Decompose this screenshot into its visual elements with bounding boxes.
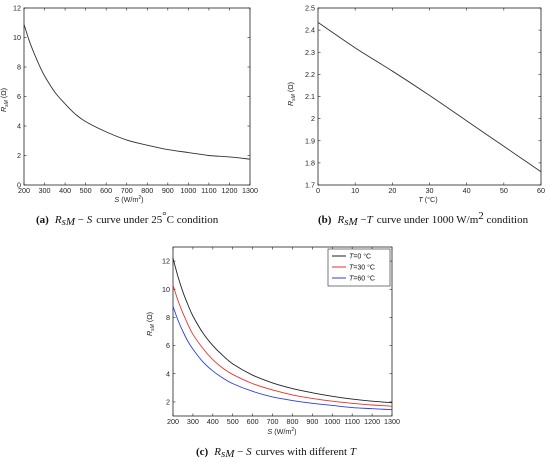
y-tick-label: 8	[17, 63, 21, 72]
series-line-1	[172, 258, 393, 404]
panel-c-xlabel: S (W/m2)	[267, 427, 296, 436]
x-tick-label: 1300	[384, 417, 400, 426]
panel-c-ylabel: RsM (Ω)	[145, 312, 156, 336]
panel-c-axes-box	[172, 246, 393, 417]
x-tick-label: 600	[100, 186, 112, 195]
y-tick-label: 2.5	[305, 4, 315, 13]
panel-b-axes-box	[317, 7, 542, 186]
x-tick-label: 300	[187, 417, 199, 426]
series-line-1	[317, 22, 542, 173]
y-tick-label: 0	[17, 181, 21, 190]
panel-a-ylabel: RsM (Ω)	[0, 88, 10, 112]
panel-c: 200 300 400 500 600 700 800 900 1000 1100 1200 1300…	[162, 246, 400, 426]
x-tick-label: 0	[316, 186, 320, 195]
x-tick-label: 10	[351, 186, 359, 195]
legend-label: T=0 °C	[349, 253, 371, 261]
panel-a: 200 300 400 500 600 700 800 900 1000 1100 1200 1300…	[13, 4, 258, 196]
y-tick-label: 2	[166, 397, 170, 406]
x-tick-label: 60	[537, 186, 545, 195]
x-tick-label: 1100	[201, 186, 216, 195]
x-tick-label: 1200	[364, 417, 380, 426]
series-line-2	[172, 284, 393, 407]
y-tick-label: 2.4	[305, 26, 315, 35]
svg-text:RsM (Ω): RsM (Ω)	[286, 82, 297, 106]
x-tick-label: 50	[500, 186, 508, 195]
x-tick-label: 200	[167, 417, 179, 426]
panel-b-caption: (b) RsM −T curve under 1000 W/m2 condition	[318, 210, 529, 228]
x-tick-label: 40	[463, 186, 471, 195]
y-tick-label: 6	[166, 341, 170, 350]
x-tick-label: 1300	[242, 186, 258, 195]
x-tick-label: 1000	[324, 417, 340, 426]
x-tick-label: 200	[18, 186, 30, 195]
y-tick-label: 12	[162, 257, 170, 266]
x-tick-label: 500	[80, 186, 92, 195]
x-tick-label: 800	[141, 186, 153, 195]
y-tick-label: 2.2	[305, 70, 315, 79]
x-tick-label: 600	[247, 417, 259, 426]
panel-b-xlabel: T (°C)	[418, 195, 437, 204]
x-tick-label: 30	[426, 186, 434, 195]
y-tick-label: 4	[17, 122, 21, 131]
y-tick-label: 1.7	[305, 181, 315, 190]
y-tick-label: 1.9	[305, 136, 315, 145]
y-tick-label: 6	[17, 92, 21, 101]
svg-text:RsM (Ω): RsM (Ω)	[0, 88, 10, 112]
x-tick-label: 900	[162, 186, 174, 195]
panel-b: 0 10 20 30 40 50 60 1.7 1.8 1.9 2 2.1 2.2 2.3 2.4 2.5	[305, 4, 545, 196]
x-tick-label: 500	[227, 417, 239, 426]
y-tick-label: 2.1	[305, 92, 315, 101]
y-tick-label: 2	[17, 151, 21, 160]
x-tick-label: 300	[39, 186, 51, 195]
y-tick-label: 10	[13, 33, 21, 42]
y-tick-label: 10	[162, 285, 170, 294]
x-tick-label: 1200	[221, 186, 237, 195]
y-tick-label: 8	[166, 313, 170, 322]
series-line-1	[23, 24, 251, 160]
y-tick-label: 2	[311, 114, 315, 123]
y-tick-label: 1.8	[305, 158, 315, 167]
panel-a-xlabel: S (W/m2)	[114, 195, 143, 204]
x-tick-label: 800	[286, 417, 298, 426]
x-tick-label: 400	[207, 417, 219, 426]
x-tick-label: 700	[121, 186, 133, 195]
y-tick-label: 12	[13, 4, 21, 13]
x-tick-label: 1000	[180, 186, 196, 195]
svg-text:RsM (Ω): RsM (Ω)	[145, 312, 156, 336]
legend-label: T=30 °C	[349, 264, 375, 272]
panel-b-ylabel: RsM (Ω)	[286, 82, 297, 106]
x-tick-label: 900	[306, 417, 318, 426]
y-tick-label: 4	[166, 369, 170, 378]
x-tick-label: 700	[267, 417, 279, 426]
x-tick-label: 400	[59, 186, 71, 195]
legend-label: T=60 °C	[349, 275, 375, 283]
x-tick-label: 1100	[344, 417, 359, 426]
y-tick-label: 2.3	[305, 48, 315, 57]
x-tick-label: 20	[388, 186, 396, 195]
series-line-3	[172, 306, 393, 411]
